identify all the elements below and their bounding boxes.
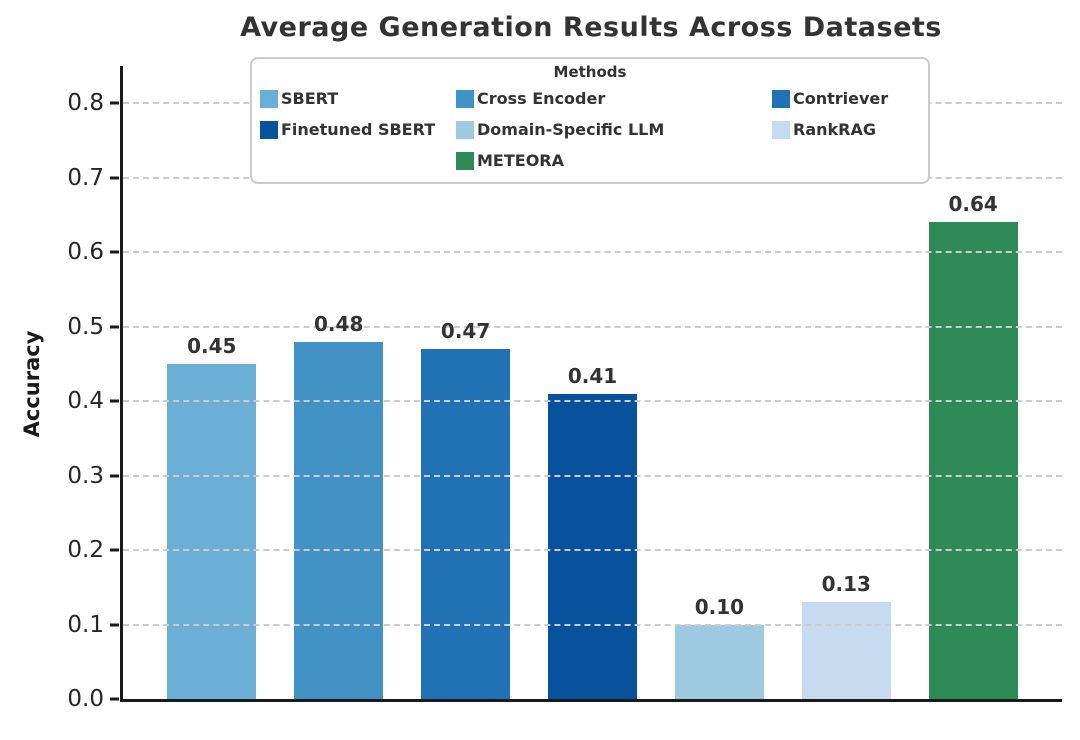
legend-item: Contriever	[772, 83, 920, 114]
bar-value-label: 0.45	[187, 334, 237, 358]
bar-sbert	[167, 364, 257, 699]
y-tick-label: 0.5	[67, 313, 104, 340]
legend-grid: SBERT Cross Encoder Contriever Finetuned SB…	[260, 83, 920, 176]
legend-label: Cross Encoder	[477, 89, 606, 108]
y-tick-label: 0.1	[67, 611, 104, 638]
legend-swatch-icon	[260, 89, 278, 108]
legend-item: SBERT	[260, 83, 456, 114]
legend-spacer	[260, 145, 456, 176]
legend: Methods SBERT Cross Encoder Contriever Fine…	[250, 57, 930, 184]
legend-item: Cross Encoder	[456, 83, 772, 114]
bar-value-label: 0.64	[948, 192, 998, 216]
chart-title: Average Generation Results Across Datase…	[240, 12, 942, 43]
y-tick-mark	[110, 325, 119, 329]
legend-swatch-icon	[260, 120, 278, 139]
y-axis-label: Accuracy	[20, 330, 44, 438]
bar-value-label: 0.10	[694, 595, 745, 619]
y-tick-mark	[110, 623, 119, 627]
legend-item: Domain-Specific LLM	[456, 114, 772, 145]
legend-label: Finetuned SBERT	[281, 120, 436, 139]
legend-item: Finetuned SBERT	[260, 114, 456, 145]
bar-finetuned-sbert	[548, 394, 637, 699]
legend-item: METEORA	[456, 145, 772, 176]
legend-label: METEORA	[477, 151, 564, 170]
legend-swatch-icon	[772, 89, 790, 108]
bar-contriever	[421, 349, 511, 699]
y-tick-label: 0.0	[67, 686, 104, 712]
legend-label: Domain-Specific LLM	[477, 120, 665, 139]
y-tick-mark	[110, 474, 119, 478]
y-tick-mark	[110, 176, 119, 180]
legend-swatch-icon	[772, 120, 790, 139]
y-tick-mark	[110, 399, 119, 403]
legend-swatch-icon	[456, 120, 474, 139]
y-tick-label: 0.3	[67, 462, 104, 489]
legend-label: Contriever	[793, 89, 889, 108]
y-tick-mark	[110, 548, 119, 552]
y-tick-mark	[110, 250, 119, 254]
bar-cross-encoder	[294, 342, 384, 699]
bar-value-label: 0.41	[567, 364, 618, 388]
legend-spacer	[772, 145, 920, 176]
gridline	[123, 325, 1062, 328]
bar-value-label: 0.47	[440, 319, 491, 343]
bar-rankrag	[801, 602, 891, 699]
bar-value-label: 0.13	[821, 572, 871, 596]
bar-domain-specific-llm	[674, 625, 764, 699]
legend-title: Methods	[553, 63, 627, 81]
plot-area: 0.45 0.48 0.47 0.41 0.10 0.13 0.64	[120, 66, 1062, 702]
y-tick-label: 0.7	[67, 164, 104, 191]
y-tick-label: 0.6	[67, 239, 104, 266]
y-tick-label: 0.4	[67, 388, 104, 415]
legend-item: RankRAG	[772, 114, 920, 145]
gridline	[123, 251, 1062, 254]
legend-label: SBERT	[281, 89, 339, 108]
y-tick-mark	[110, 697, 119, 701]
legend-label: RankRAG	[793, 120, 876, 139]
legend-swatch-icon	[456, 151, 474, 170]
bar-meteora	[928, 222, 1018, 699]
y-tick-label: 0.8	[67, 90, 104, 117]
legend-swatch-icon	[456, 89, 474, 108]
y-tick-label: 0.2	[67, 537, 104, 564]
bar-value-label: 0.48	[314, 312, 364, 336]
y-tick-mark	[110, 101, 119, 105]
